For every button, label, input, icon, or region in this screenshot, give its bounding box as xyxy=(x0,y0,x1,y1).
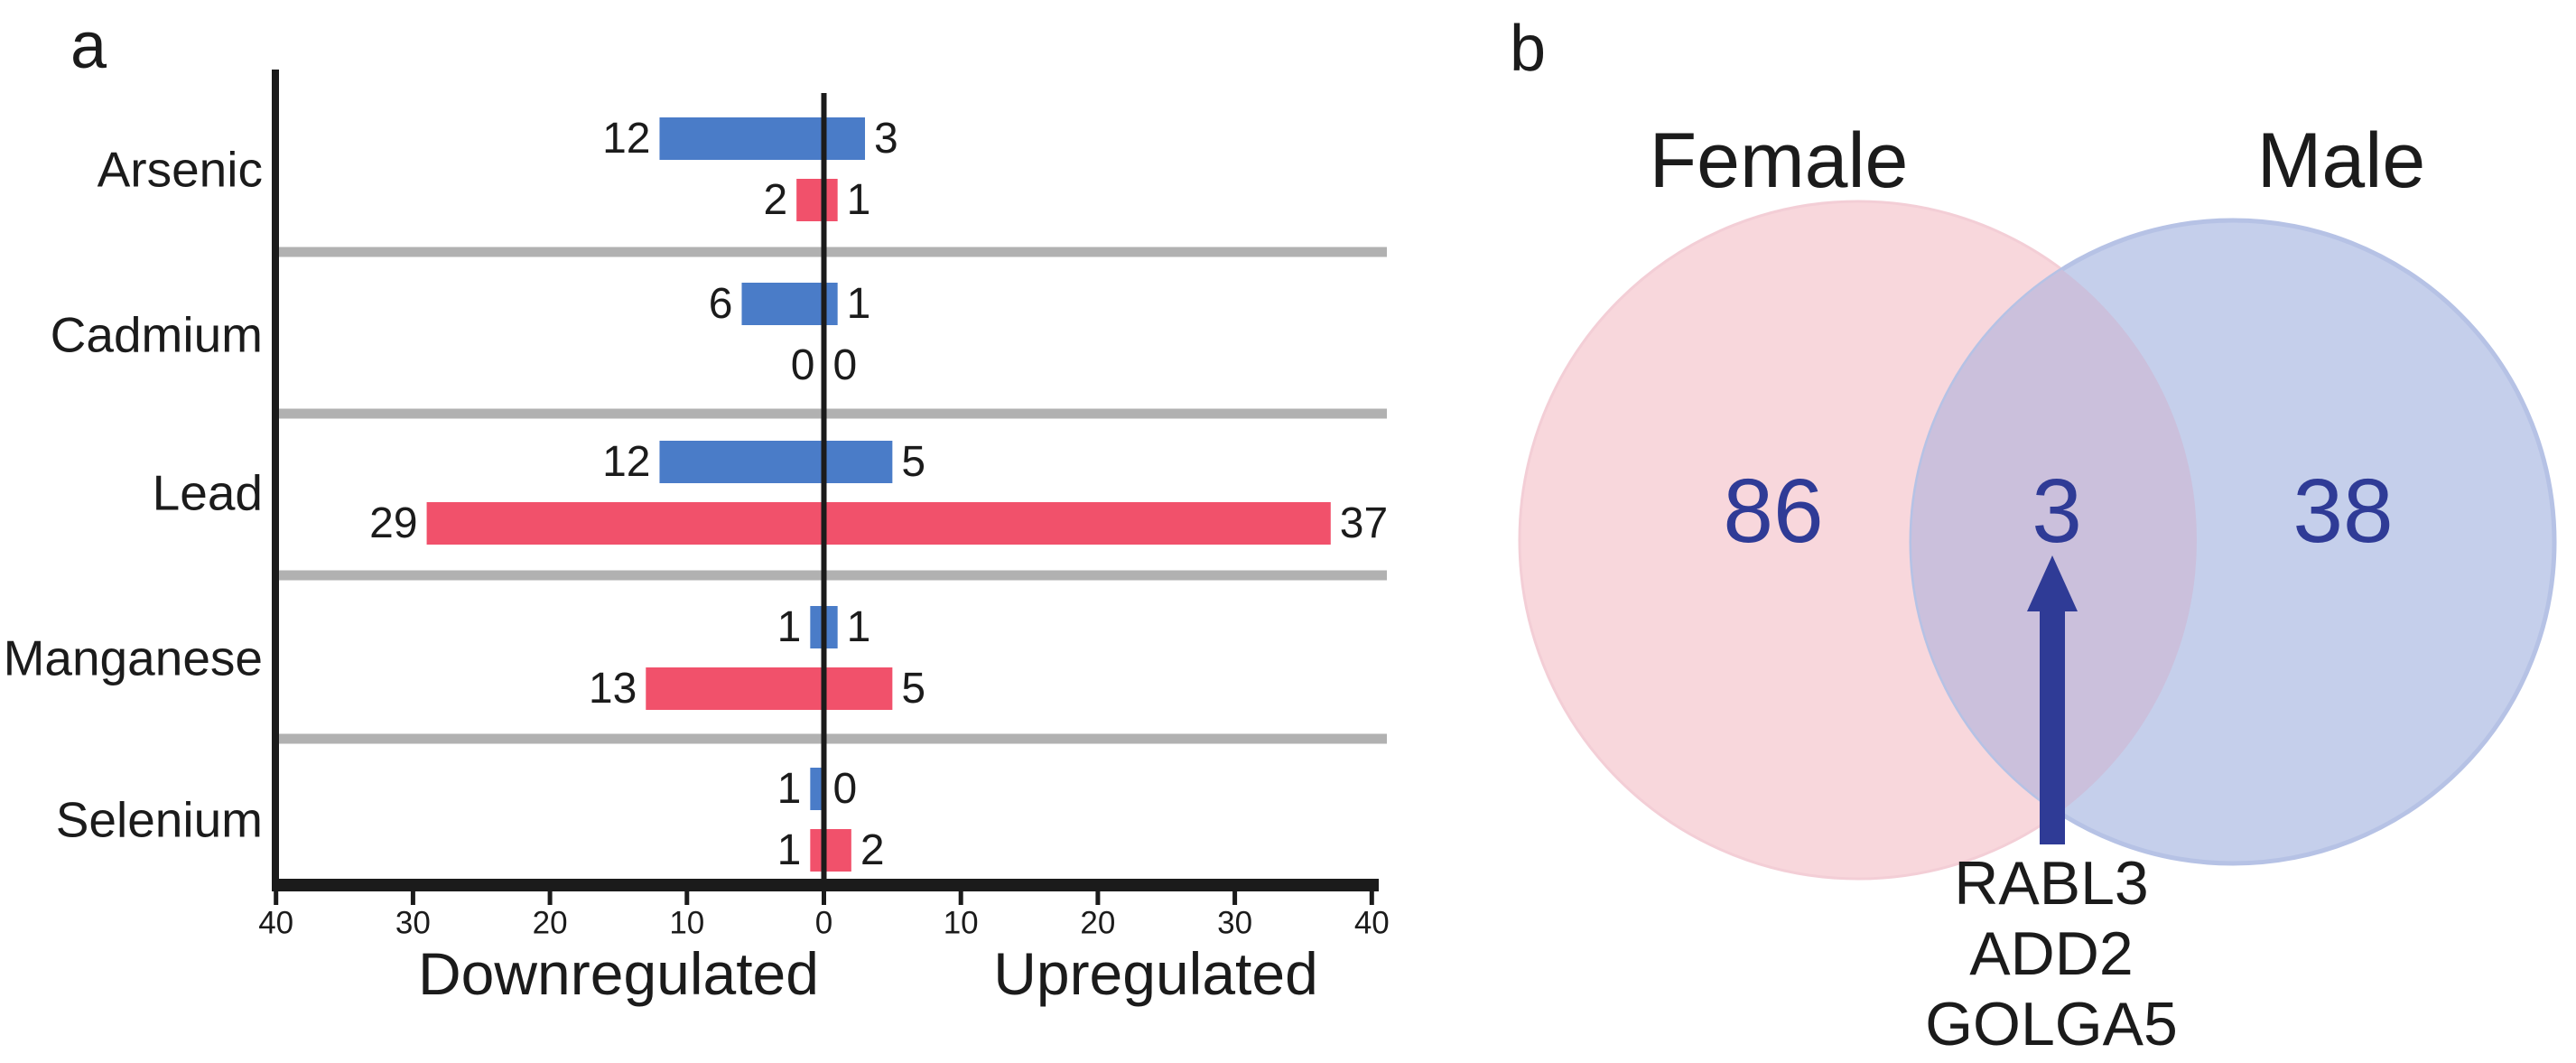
value-label-selenium-red-up: 2 xyxy=(860,826,885,874)
value-label-cadmium-blue-down: 6 xyxy=(709,280,733,328)
bar-arsenic-blue xyxy=(659,117,866,160)
x-axis-tick-label: 20 xyxy=(533,906,568,941)
venn-intersection-region xyxy=(1911,220,2197,863)
category-label-lead: Lead xyxy=(153,465,263,521)
bar-manganese-red xyxy=(646,667,893,710)
bar-selenium-red xyxy=(810,829,851,872)
panel-a-label: a xyxy=(70,10,107,82)
x-axis-label-downregulated: Downregulated xyxy=(418,940,819,1007)
value-label-selenium-blue-down: 1 xyxy=(777,765,802,813)
value-label-lead-red-down: 29 xyxy=(369,499,417,547)
row-separator xyxy=(277,733,1387,744)
x-axis-tick xyxy=(958,890,963,905)
venn-gene-3: GOLGA5 xyxy=(1925,990,2178,1058)
bar-arsenic-red xyxy=(796,179,838,221)
venn-count-female: 86 xyxy=(1723,461,1823,562)
bar-lead-red xyxy=(426,502,1331,545)
arrow-up-icon xyxy=(2027,555,2078,844)
x-axis-tick-label: 20 xyxy=(1080,906,1115,941)
value-label-manganese-red-down: 13 xyxy=(589,665,637,713)
y-axis-spine xyxy=(272,70,279,891)
venn-right-title: Male xyxy=(2257,117,2425,204)
zero-line xyxy=(821,93,827,891)
category-label-cadmium: Cadmium xyxy=(51,307,263,363)
x-axis-tick xyxy=(1095,890,1101,905)
value-label-lead-red-up: 37 xyxy=(1340,499,1388,547)
venn-gene-2: ADD2 xyxy=(1969,919,2133,988)
venn-left-title: Female xyxy=(1650,117,1909,204)
value-label-arsenic-blue-up: 3 xyxy=(874,115,898,163)
value-label-arsenic-blue-down: 12 xyxy=(602,115,650,163)
category-labels: Arsenic Cadmium Lead Manganese Selenium xyxy=(4,142,263,848)
x-axis-tick-label: 30 xyxy=(395,906,431,941)
panel-b: b Female Male 86 3 38 RABL3 ADD2 GOLGA5 xyxy=(1510,13,2557,1058)
value-label-lead-blue-down: 12 xyxy=(602,438,650,486)
value-label-lead-blue-up: 5 xyxy=(901,438,925,486)
value-label-cadmium-red-down: 0 xyxy=(791,341,815,389)
x-axis-tick-label: 40 xyxy=(1354,906,1390,941)
x-axis-line xyxy=(272,879,1379,891)
row-separator xyxy=(277,570,1387,581)
row-separator xyxy=(277,408,1387,419)
value-label-cadmium-red-up: 0 xyxy=(833,341,858,389)
venn-count-male: 38 xyxy=(2292,461,2393,562)
bar-selenium-blue xyxy=(810,768,824,810)
x-axis-tick xyxy=(822,890,826,905)
x-axis-tick xyxy=(274,890,279,905)
x-axis-tick xyxy=(1232,890,1238,905)
category-label-selenium: Selenium xyxy=(56,792,263,848)
x-axis-tick-label: 40 xyxy=(258,906,293,941)
venn-count-intersection: 3 xyxy=(2032,461,2082,562)
x-axis-tick-label: 10 xyxy=(944,906,979,941)
category-label-manganese: Manganese xyxy=(4,630,263,686)
value-label-manganese-red-up: 5 xyxy=(901,665,925,713)
value-label-manganese-blue-up: 1 xyxy=(847,603,871,651)
x-axis-tick xyxy=(684,890,690,905)
x-axis-tick xyxy=(410,890,415,905)
value-label-cadmium-blue-up: 1 xyxy=(847,280,871,328)
venn-gene-1: RABL3 xyxy=(1954,849,2148,918)
bar-lead-blue xyxy=(659,441,893,483)
x-axis-label-upregulated: Upregulated xyxy=(993,940,1318,1007)
value-label-selenium-red-down: 1 xyxy=(777,826,802,874)
row-separator xyxy=(277,247,1387,257)
x-axis-tick xyxy=(1369,890,1374,905)
x-axis-tick xyxy=(547,890,553,905)
x-axis-tick-label: 30 xyxy=(1217,906,1252,941)
x-axis-tick-label: 0 xyxy=(815,906,832,941)
x-axis-ticks: 40 30 20 10 0 10 20 30 40 xyxy=(258,890,1390,941)
row-separators xyxy=(277,247,1387,744)
value-label-selenium-blue-up: 0 xyxy=(833,765,858,813)
value-label-arsenic-red-down: 2 xyxy=(763,176,787,224)
x-axis-tick-label: 10 xyxy=(669,906,704,941)
value-label-manganese-blue-down: 1 xyxy=(777,603,802,651)
value-label-arsenic-red-up: 1 xyxy=(847,176,871,224)
category-label-arsenic: Arsenic xyxy=(98,142,263,198)
panel-b-label: b xyxy=(1510,13,1546,85)
